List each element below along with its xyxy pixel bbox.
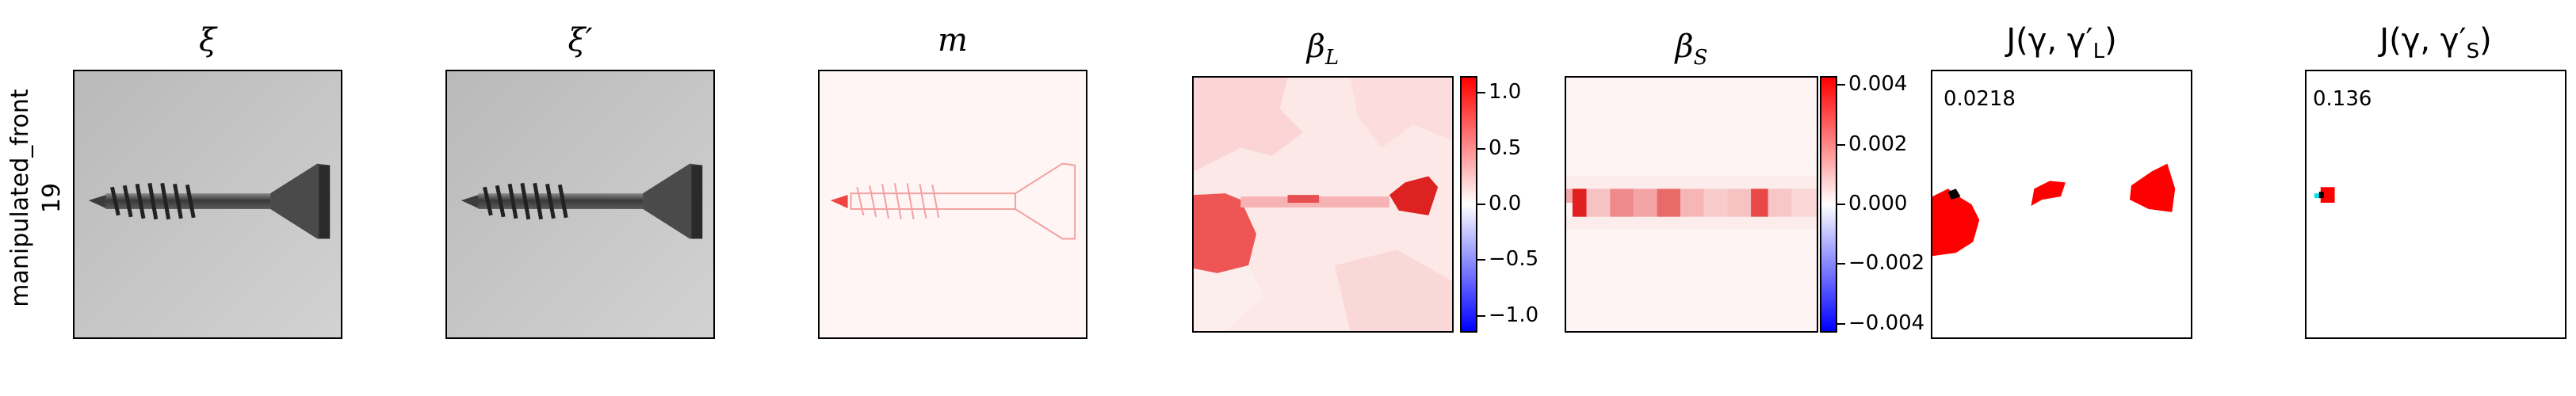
image-m	[818, 70, 1087, 339]
image-xi-prime	[445, 70, 715, 339]
row-label-text: manipulated_front 19	[5, 89, 68, 307]
colorbar-beta-S-tick-label: 0.000	[1848, 192, 1908, 215]
colorbar-beta-L-tick-mark	[1477, 92, 1485, 94]
image-J-L: 0.0218	[1931, 70, 2192, 339]
colorbar-beta-L-tick-mark	[1477, 259, 1485, 261]
colorbar-beta-L-tick-mark	[1477, 147, 1485, 150]
title-beta-L: βL	[1192, 29, 1454, 70]
beta-S-heatmap	[1566, 78, 1817, 331]
row-label-line1: manipulated_front	[6, 89, 34, 307]
colorbar-beta-L-tick-label: −1.0	[1489, 303, 1539, 327]
title-J-S-suffix: )	[2479, 22, 2492, 59]
image-beta-L	[1192, 76, 1454, 333]
colorbar-beta-S-tick-mark	[1837, 204, 1845, 205]
colorbar-beta-L-tick-label: −0.5	[1489, 247, 1539, 272]
title-J-S-sub: S	[2466, 40, 2480, 63]
screw-image-manipulated	[447, 71, 713, 337]
row-label: manipulated_front 19	[5, 0, 68, 396]
colorbar-beta-S-tick-label: −0.004	[1848, 310, 1925, 335]
colorbar-beta-L-tick-mark	[1477, 204, 1485, 205]
J-L-score: 0.0218	[1943, 87, 2016, 111]
colorbar-beta-L-tick-label: 0.0	[1489, 192, 1522, 215]
colorbar-beta-S-tick-label: −0.002	[1848, 251, 1925, 276]
colorbar-beta-S-tick-mark	[1837, 322, 1845, 325]
title-beta-L-sub: L	[1324, 46, 1340, 70]
colorbar-beta-S	[1820, 76, 1837, 333]
title-J-L-prefix: J(γ, γ′	[2006, 22, 2093, 59]
colorbar-beta-L-tick-label: 0.5	[1489, 135, 1522, 160]
title-beta-S: βS	[1565, 29, 1818, 70]
colorbar-beta-L-tick-mark	[1477, 314, 1485, 317]
title-J-L: J(γ, γ′L)	[1931, 22, 2192, 63]
title-beta-L-main: β	[1306, 29, 1325, 65]
row-label-line2: 19	[38, 182, 66, 214]
colorbar-beta-S-tick-label: 0.002	[1848, 131, 1908, 156]
colorbar-beta-S-tick-label: 0.004	[1848, 72, 1908, 97]
mask-heatmap	[820, 71, 1086, 337]
colorbar-beta-S-tick-mark	[1837, 263, 1845, 265]
J-L-overlap-map	[1932, 71, 2191, 337]
J-S-overlap-map	[2307, 71, 2565, 337]
title-J-S-prefix: J(γ, γ′	[2379, 22, 2467, 59]
J-S-score: 0.136	[2313, 87, 2372, 111]
title-xi: ξ	[198, 22, 217, 59]
image-J-S: 0.136	[2305, 70, 2566, 339]
beta-L-heatmap	[1194, 78, 1452, 331]
screw-image-original	[75, 71, 341, 337]
colorbar-beta-S-tick-mark	[1837, 84, 1845, 86]
title-J-L-sub: L	[2093, 40, 2105, 63]
title-xi-prime: ξ′	[568, 22, 593, 59]
title-m: m	[938, 22, 968, 59]
title-beta-S-main: β	[1675, 29, 1694, 65]
colorbar-beta-S-tick-mark	[1837, 143, 1845, 146]
title-J-L-suffix: )	[2104, 22, 2117, 59]
colorbar-beta-L	[1460, 76, 1477, 333]
image-xi	[73, 70, 342, 339]
title-J-S: J(γ, γ′S)	[2305, 22, 2566, 63]
title-beta-S-sub: S	[1693, 46, 1708, 70]
colorbar-beta-L-tick-label: 1.0	[1489, 80, 1522, 105]
image-beta-S	[1565, 76, 1818, 333]
